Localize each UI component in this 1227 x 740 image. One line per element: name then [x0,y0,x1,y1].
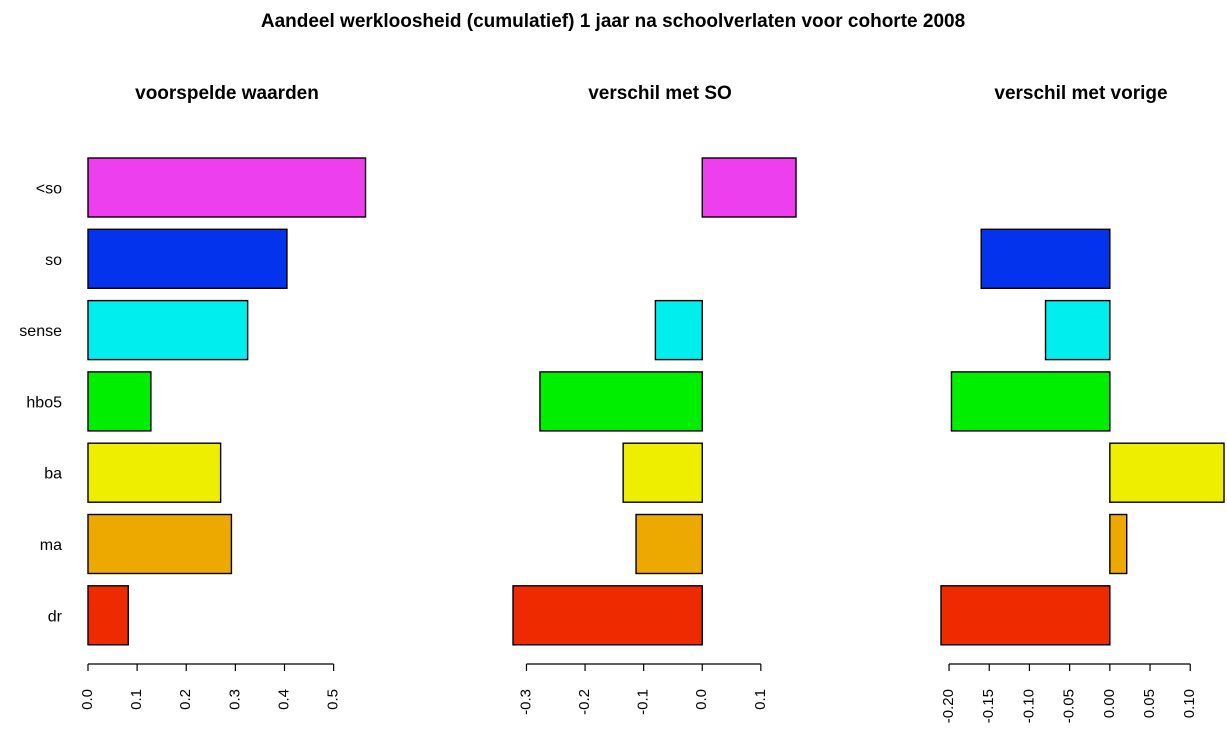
category-label-ma: ma [40,537,62,554]
bar-hbo5 [950,371,1111,432]
bar-so [980,228,1111,290]
x-tick-label: 0.1 [752,689,769,710]
x-tick-label: 0.00 [1101,689,1118,718]
bar-ma [635,513,703,575]
bar-ba [622,442,703,503]
x-tick-label: 0.0 [79,689,96,710]
x-tick-label: -0.05 [1061,689,1078,723]
main-title: Aandeel werkloosheid (cumulatief) 1 jaar… [261,11,965,32]
bar-sense [87,299,249,361]
bar-dr [87,585,129,646]
category-label-lt-so: <so [36,181,62,198]
bar-ma [87,513,233,575]
panel-voorspelde-waarden: voorspelde waarden [135,83,319,104]
bar-hbo5 [539,371,703,432]
category-label-sense: sense [19,323,62,340]
bar-sense [654,299,703,361]
panel-verschil-met-so: verschil met SO [588,83,732,104]
panel-title: verschil met SO [588,83,732,104]
bar-lt-so [87,157,367,218]
x-tick-label: 0.3 [226,689,243,710]
x-tick-label: -0.20 [940,689,957,723]
x-tick-label: 0.10 [1181,689,1198,718]
bar-dr [940,585,1111,646]
panel-title: verschil met vorige [994,83,1167,104]
bar-so [87,228,288,290]
bar-lt-so [701,157,797,218]
x-tick-label: -0.10 [1020,689,1037,723]
x-tick-label: 0.0 [693,689,710,710]
panel-verschil-met-vorige: verschil met vorige [994,83,1167,104]
bar-ba [1109,442,1225,503]
x-tick-label: -0.2 [576,689,593,715]
x-tick-label: 0.1 [128,689,145,710]
category-label-hbo5: hbo5 [26,394,62,411]
bar-hbo5 [87,371,152,432]
category-label-so: so [45,252,62,269]
panel-marks: -0.3 -0.2 -0.1 0.0 0.1 [512,157,797,715]
x-tick-label: -0.1 [635,689,652,715]
bar-ba [87,442,222,503]
x-tick-label: 0.2 [177,689,194,710]
x-tick-label: 0.4 [275,689,292,710]
x-tick-label: -0.15 [980,689,997,723]
x-tick-label: -0.3 [517,689,534,715]
panel-marks: -0.20 -0.15 -0.10 -0.05 0.00 0.05 0.10 [940,228,1225,723]
bar-sense [1044,299,1111,361]
x-tick-label: 0.5 [325,689,342,710]
panel-title: voorspelde waarden [135,83,319,104]
category-label-dr: dr [48,608,63,625]
bar-dr [512,585,703,646]
bar-ma [1109,513,1128,575]
category-label-ba: ba [44,466,62,483]
panel-marks: <so so sense hbo5 ba ma dr 0.0 0.1 0.2 0.3 0.4 0.5 [19,157,367,710]
x-tick-label: 0.05 [1141,689,1158,718]
